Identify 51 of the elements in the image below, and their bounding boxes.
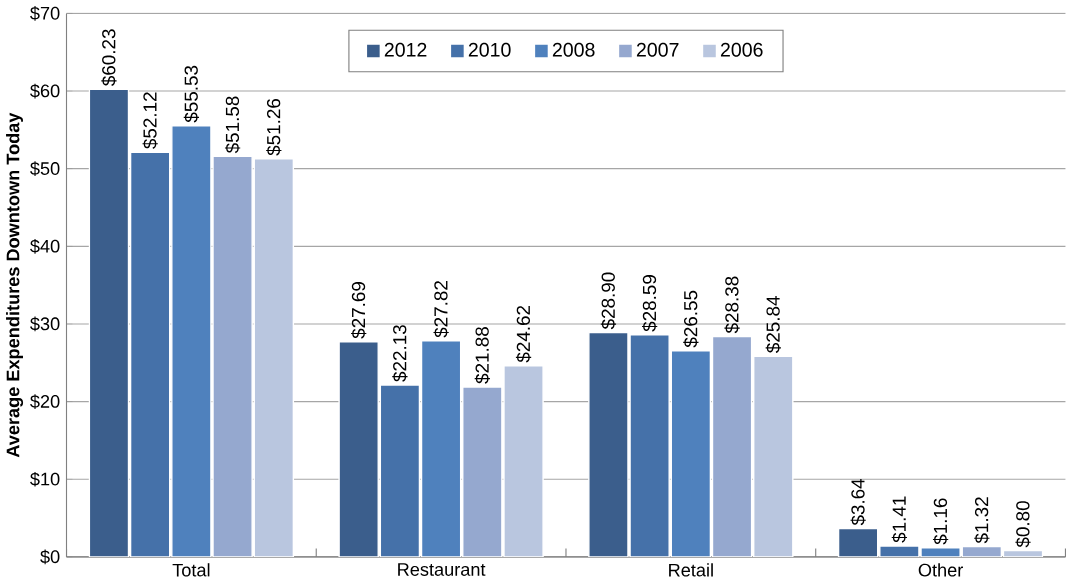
data-label: $26.55 bbox=[683, 290, 699, 348]
y-tick-label: $30 bbox=[30, 316, 60, 332]
data-label: $27.82 bbox=[433, 281, 449, 338]
data-label: $3.64 bbox=[850, 479, 866, 526]
y-tick-label: $70 bbox=[30, 6, 60, 21]
bar bbox=[338, 341, 379, 558]
data-label: $22.13 bbox=[392, 325, 408, 382]
data-label: $27.69 bbox=[351, 282, 367, 339]
bar bbox=[420, 340, 462, 558]
x-tick-label: Restaurant bbox=[398, 563, 486, 577]
data-label: $0.80 bbox=[1015, 501, 1031, 548]
legend-label: 2006 bbox=[720, 43, 763, 57]
data-label: $51.26 bbox=[266, 99, 282, 156]
data-label: $1.32 bbox=[974, 497, 990, 544]
data-label: $21.88 bbox=[474, 327, 490, 384]
data-label: $55.53 bbox=[183, 66, 200, 123]
bar bbox=[379, 384, 421, 558]
legend-label: 2008 bbox=[552, 43, 595, 57]
bar bbox=[588, 331, 629, 558]
x-tick-label: Other bbox=[918, 563, 963, 577]
data-label: $1.16 bbox=[932, 498, 949, 545]
bar bbox=[171, 125, 212, 558]
data-label: $52.12 bbox=[142, 92, 158, 150]
y-tick-label: $20 bbox=[30, 394, 60, 410]
bar bbox=[253, 158, 295, 558]
y-tick-label: $10 bbox=[30, 472, 60, 487]
bar bbox=[629, 334, 670, 558]
y-tick-label: $50 bbox=[30, 161, 60, 177]
bar bbox=[88, 88, 130, 558]
bar bbox=[753, 355, 794, 558]
data-label: $28.59 bbox=[642, 275, 658, 332]
bar bbox=[670, 350, 712, 558]
data-label: $28.90 bbox=[600, 272, 617, 330]
y-axis-title: Average Expenditures Downtown Today bbox=[6, 112, 24, 458]
legend-label: 2007 bbox=[636, 43, 679, 57]
data-label: $1.41 bbox=[891, 496, 908, 543]
data-label: $28.38 bbox=[724, 276, 740, 334]
x-tick-label: Total bbox=[172, 563, 210, 577]
bar bbox=[503, 365, 544, 558]
y-tick-label: $60 bbox=[30, 83, 60, 99]
legend-label: 2012 bbox=[384, 43, 427, 57]
bar bbox=[129, 151, 171, 558]
y-tick-label: $40 bbox=[30, 239, 60, 254]
bar bbox=[837, 528, 879, 558]
data-label: $60.23 bbox=[101, 29, 117, 87]
data-label: $51.58 bbox=[224, 96, 241, 154]
legend-label: 2010 bbox=[468, 43, 511, 57]
data-label: $24.62 bbox=[515, 306, 532, 363]
y-tick-label: $0 bbox=[40, 549, 60, 565]
data-label: $25.84 bbox=[765, 296, 781, 354]
x-tick-label: Retail bbox=[669, 563, 713, 577]
